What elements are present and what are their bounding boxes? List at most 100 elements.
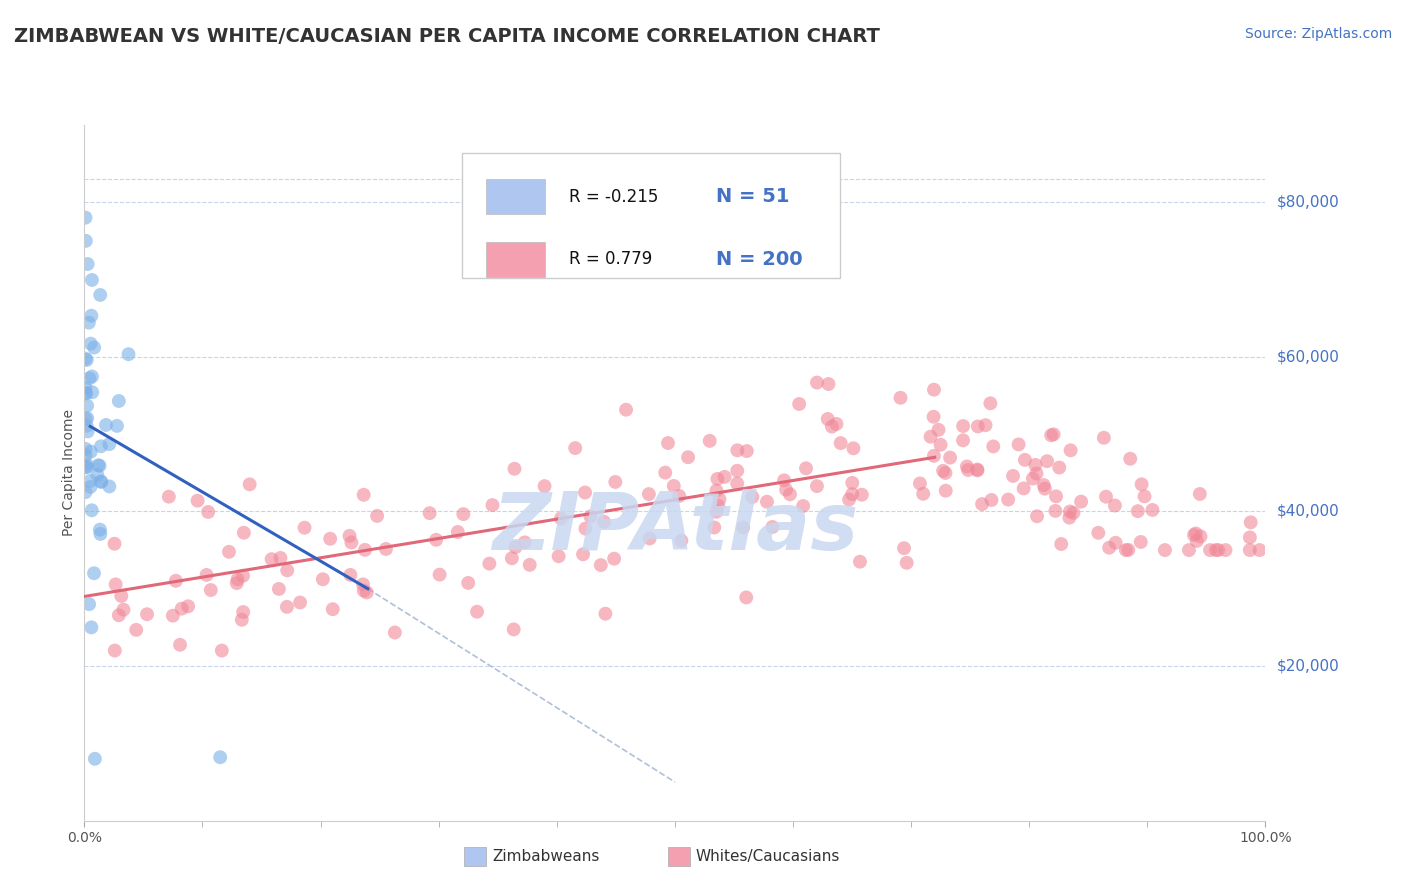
Point bbox=[76, 459, 98, 474]
Point bbox=[735, 591, 758, 605]
Point bbox=[80, 503, 103, 517]
Point bbox=[761, 520, 783, 534]
Point bbox=[1104, 499, 1126, 513]
Point bbox=[1104, 536, 1126, 550]
Point bbox=[76, 425, 98, 439]
Point bbox=[75, 460, 97, 475]
Point bbox=[157, 490, 180, 504]
Point bbox=[90, 439, 112, 453]
Point bbox=[1022, 471, 1045, 485]
Point bbox=[1199, 543, 1222, 558]
Point bbox=[80, 369, 103, 384]
Point bbox=[356, 585, 378, 599]
Point bbox=[89, 527, 111, 541]
Point bbox=[162, 608, 184, 623]
Point bbox=[513, 535, 536, 549]
Point bbox=[76, 411, 98, 425]
Point bbox=[952, 434, 974, 448]
Point bbox=[1095, 490, 1118, 504]
Point bbox=[80, 309, 103, 323]
Point bbox=[709, 492, 731, 507]
Point bbox=[817, 377, 839, 392]
Point bbox=[83, 341, 105, 355]
Point bbox=[1042, 427, 1064, 442]
Point bbox=[1119, 451, 1142, 466]
Point bbox=[419, 506, 441, 520]
Point bbox=[353, 583, 375, 598]
Point bbox=[981, 439, 1004, 453]
Point bbox=[79, 480, 101, 494]
Point bbox=[478, 557, 501, 571]
Point bbox=[1007, 437, 1029, 451]
Point bbox=[806, 376, 828, 390]
Point bbox=[1002, 469, 1025, 483]
Point bbox=[806, 479, 828, 493]
Point bbox=[935, 483, 957, 498]
Point bbox=[589, 558, 612, 572]
Point bbox=[564, 441, 586, 455]
Point bbox=[75, 386, 97, 401]
Point bbox=[231, 613, 253, 627]
Text: $80,000: $80,000 bbox=[1277, 194, 1340, 210]
Point bbox=[657, 436, 679, 450]
Point bbox=[384, 625, 406, 640]
Point bbox=[1024, 458, 1046, 472]
Point bbox=[638, 487, 661, 501]
Point bbox=[1059, 510, 1081, 524]
Point bbox=[77, 316, 100, 330]
Point bbox=[1014, 453, 1036, 467]
Point bbox=[83, 566, 105, 581]
Point bbox=[638, 532, 661, 546]
Point bbox=[226, 572, 249, 586]
Point bbox=[787, 397, 810, 411]
Point bbox=[177, 599, 200, 614]
Point bbox=[1047, 460, 1070, 475]
Point bbox=[502, 623, 524, 637]
Point bbox=[312, 572, 335, 586]
Point bbox=[838, 492, 860, 507]
Point bbox=[1115, 543, 1137, 558]
Point bbox=[86, 467, 108, 482]
Point bbox=[1070, 494, 1092, 508]
Point bbox=[706, 483, 728, 498]
Point bbox=[707, 499, 730, 513]
Point bbox=[956, 459, 979, 474]
FancyBboxPatch shape bbox=[486, 242, 546, 277]
Point bbox=[232, 568, 254, 582]
Point bbox=[703, 520, 725, 534]
Point bbox=[756, 494, 779, 508]
Point bbox=[817, 412, 839, 426]
Text: $40,000: $40,000 bbox=[1277, 504, 1340, 519]
Point bbox=[654, 466, 676, 480]
Point bbox=[239, 477, 262, 491]
Point bbox=[366, 508, 388, 523]
Point bbox=[1240, 516, 1263, 530]
Point bbox=[75, 211, 97, 225]
Point bbox=[76, 257, 98, 271]
Point bbox=[849, 555, 872, 569]
Point bbox=[889, 391, 911, 405]
Point bbox=[1025, 467, 1047, 481]
Point bbox=[1098, 541, 1121, 555]
Point bbox=[970, 497, 993, 511]
Point bbox=[928, 423, 950, 437]
Point bbox=[841, 475, 863, 490]
Point bbox=[98, 479, 121, 493]
Point bbox=[966, 463, 988, 477]
Point bbox=[319, 532, 342, 546]
Point bbox=[169, 638, 191, 652]
Point bbox=[80, 620, 103, 634]
Point bbox=[794, 461, 817, 475]
Point bbox=[1036, 454, 1059, 468]
Point bbox=[533, 479, 555, 493]
Point bbox=[94, 417, 117, 432]
Point bbox=[375, 541, 398, 556]
Point bbox=[353, 488, 375, 502]
Point bbox=[699, 434, 721, 448]
Point bbox=[997, 492, 1019, 507]
Point bbox=[83, 752, 105, 766]
Point bbox=[1189, 529, 1212, 543]
Point bbox=[1239, 543, 1261, 558]
Point bbox=[209, 750, 232, 764]
Point bbox=[1040, 428, 1063, 442]
